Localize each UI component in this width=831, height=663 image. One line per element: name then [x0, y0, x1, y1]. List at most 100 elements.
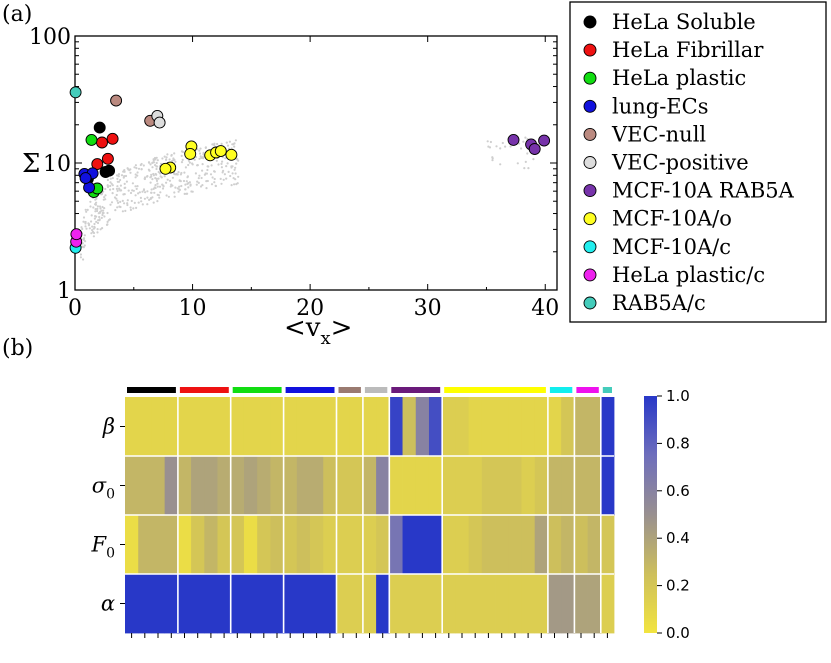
heatmap-x-ticks: [131, 633, 608, 638]
heatmap-cell: [389, 515, 403, 575]
background-point: [129, 206, 132, 209]
background-point: [213, 143, 216, 147]
legend-marker: [583, 296, 597, 310]
background-point: [117, 174, 120, 177]
background-point: [168, 158, 171, 161]
scatter-point: [103, 164, 116, 177]
heatmap-cell: [442, 456, 456, 516]
heatmap-cell: [230, 397, 245, 457]
background-point: [82, 258, 85, 261]
scatter-ticks: 0 10 20 30 40 1 10 100: [29, 25, 559, 321]
background-point: [85, 227, 88, 230]
heatmap-cell: [362, 397, 377, 457]
background-point: [491, 159, 494, 162]
background-point: [190, 190, 193, 193]
heatmap-cell: [428, 456, 443, 516]
background-point: [222, 178, 225, 181]
background-point: [163, 155, 166, 158]
background-point: [100, 209, 103, 212]
heatmap-cell: [217, 397, 232, 457]
background-point: [104, 194, 107, 197]
background-point: [155, 156, 158, 159]
heatmap-cell: [376, 574, 390, 634]
legend-label: MCF-10A RAB5A: [612, 179, 795, 203]
background-point: [161, 183, 164, 186]
background-point: [102, 211, 105, 215]
legend-label: RAB5A/c: [612, 291, 706, 315]
background-point: [200, 176, 203, 180]
background-point: [201, 184, 204, 187]
heatmap-cell: [323, 574, 337, 634]
heatmap-cell: [296, 397, 311, 457]
background-point: [97, 219, 100, 222]
heatmap-cell: [442, 515, 456, 575]
background-point: [180, 161, 184, 164]
heatmap-cell: [204, 397, 218, 457]
background-point: [137, 201, 140, 204]
background-point: [94, 203, 97, 206]
background-point: [134, 176, 137, 179]
background-point: [163, 175, 166, 178]
heatmap-cell: [455, 397, 470, 457]
background-point: [119, 184, 122, 187]
row-label-symbol: σ: [92, 474, 107, 498]
y-tick-label: 100: [29, 25, 71, 50]
heatmap-cell: [125, 397, 139, 457]
heatmap-cell: [442, 574, 456, 634]
background-point: [148, 198, 151, 201]
group-color-bar: [444, 387, 546, 393]
heatmap-cell: [574, 397, 588, 457]
background-point: [116, 199, 119, 202]
legend-label: HeLa plastic/c: [612, 263, 765, 287]
background-point: [204, 146, 207, 149]
background-point: [102, 209, 105, 212]
heatmap-cell: [600, 574, 615, 634]
background-point: [233, 142, 236, 145]
heatmap-cell: [481, 515, 496, 575]
background-point: [149, 181, 152, 184]
background-point: [96, 205, 99, 208]
background-point: [82, 216, 86, 219]
heatmap-cell: [521, 456, 536, 516]
heatmap-cell: [495, 515, 509, 575]
heatmap-cell: [389, 456, 403, 516]
scatter-point: [110, 94, 123, 107]
scatter-point: [507, 133, 520, 146]
background-point: [194, 172, 197, 175]
background-point: [136, 171, 139, 174]
background-point: [168, 179, 172, 182]
legend-marker: [583, 99, 597, 113]
background-point: [135, 187, 138, 190]
heatmap-cell: [151, 515, 166, 575]
x-axis-label-close: >: [331, 313, 353, 343]
background-point: [223, 173, 226, 176]
background-point: [155, 161, 158, 165]
group-color-bar: [338, 387, 361, 393]
background-point: [173, 195, 176, 198]
background-point: [230, 184, 233, 187]
background-point: [145, 175, 149, 178]
background-point: [82, 220, 85, 223]
heatmap-cell: [349, 397, 364, 457]
heatmap-grid: [125, 397, 614, 633]
heatmap-cell: [191, 397, 205, 457]
heatmap-cell: [243, 456, 258, 516]
heatmap-cell: [310, 397, 324, 457]
scatter-point: [528, 143, 541, 155]
background-point: [109, 181, 112, 184]
background-point: [209, 173, 213, 176]
heatmap-cell: [574, 574, 588, 634]
scatter-point: [225, 148, 238, 161]
background-point: [93, 222, 96, 226]
background-point: [154, 158, 157, 161]
legend-marker: [583, 156, 597, 169]
heatmap-cell: [296, 515, 311, 575]
background-point: [236, 182, 239, 185]
background-point: [129, 168, 132, 171]
heatmap-cell: [495, 574, 509, 634]
background-point: [486, 140, 489, 143]
background-point: [229, 174, 232, 178]
heatmap-cell: [508, 515, 522, 575]
background-point: [119, 205, 122, 209]
